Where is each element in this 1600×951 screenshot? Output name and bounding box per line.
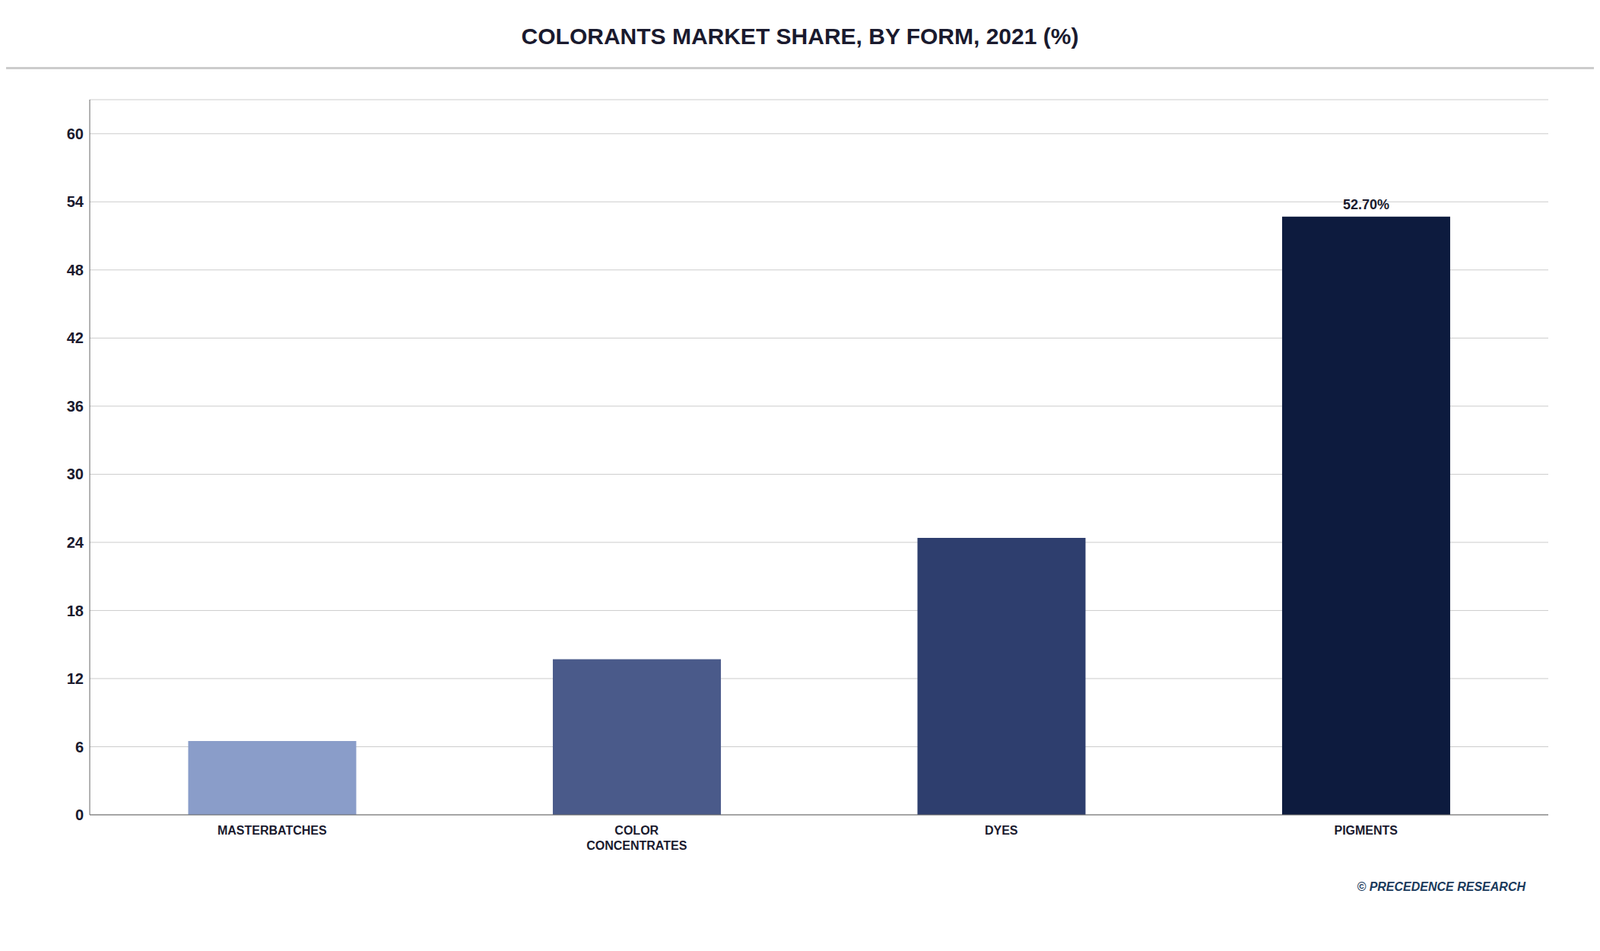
svg-text:54: 54 bbox=[66, 193, 85, 210]
svg-text:36: 36 bbox=[66, 397, 84, 415]
svg-text:COLORCONCENTRATES: COLORCONCENTRATES bbox=[586, 823, 687, 852]
svg-text:18: 18 bbox=[66, 602, 84, 620]
html-text:COLORANTS MARKET SHARE, BY FOR: COLORANTS MARKET SHARE, BY FORM, 2021 (%… bbox=[521, 23, 1079, 49]
svg-text:52.70%: 52.70% bbox=[1342, 196, 1390, 213]
svg-text:30: 30 bbox=[66, 465, 84, 483]
svg-text:6: 6 bbox=[75, 738, 84, 756]
svg-text:42: 42 bbox=[66, 329, 84, 347]
svg-text:48: 48 bbox=[66, 261, 84, 279]
html-text:© PRECEDENCE RESEARCH: © PRECEDENCE RESEARCH bbox=[1356, 879, 1526, 893]
svg-text:MASTERBATCHES: MASTERBATCHES bbox=[217, 823, 327, 837]
svg-text:DYES: DYES bbox=[984, 823, 1019, 837]
svg-text:12: 12 bbox=[66, 669, 84, 687]
svg-text:0: 0 bbox=[75, 806, 84, 823]
svg-text:PIGMENTS: PIGMENTS bbox=[1333, 823, 1398, 837]
svg-text:60: 60 bbox=[66, 125, 84, 143]
svg-text:24: 24 bbox=[66, 533, 85, 551]
